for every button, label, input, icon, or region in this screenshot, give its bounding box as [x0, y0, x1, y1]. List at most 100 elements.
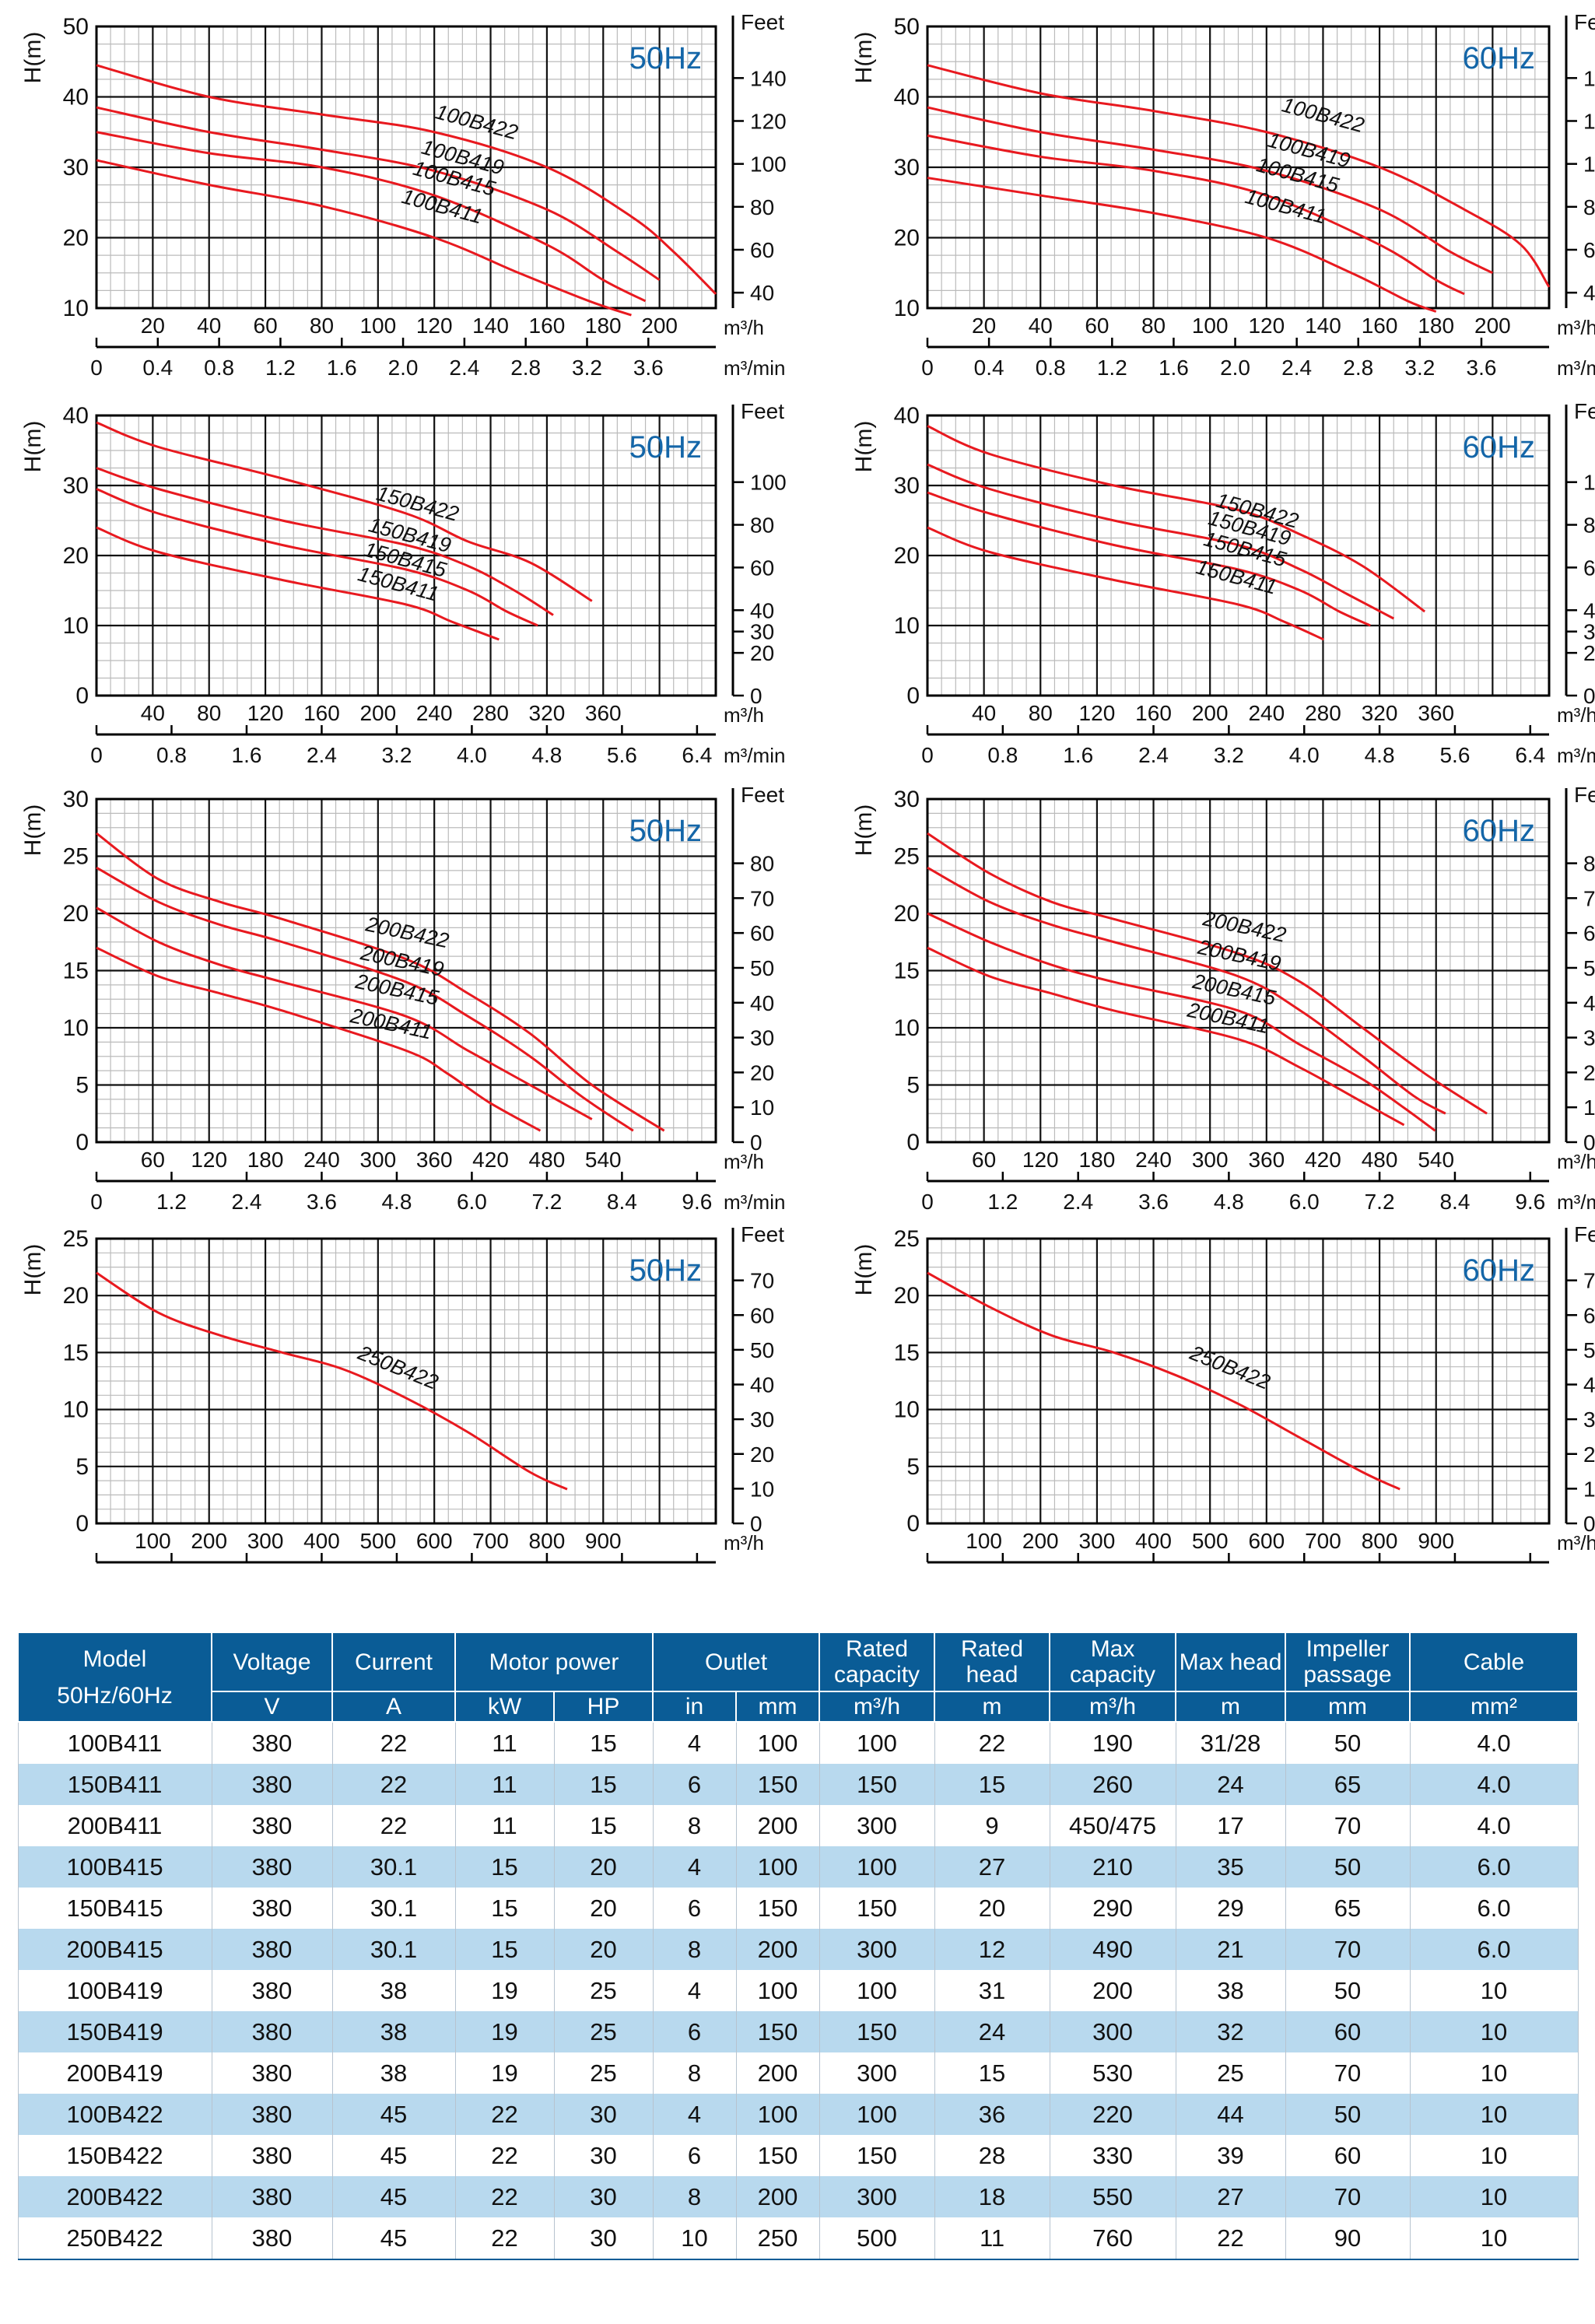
- min-tick-label: 0: [921, 743, 934, 767]
- feet-tick-label: 30: [1583, 620, 1595, 644]
- x-tick-label: 180: [1079, 1148, 1116, 1172]
- y-axis-label: H(m): [851, 421, 877, 473]
- table-cell: 8: [652, 1929, 737, 1970]
- feet-tick-label: 60: [1583, 238, 1595, 262]
- x-tick-label: 40: [1029, 314, 1053, 338]
- min-tick-label: 3.2: [1214, 743, 1244, 767]
- table-cell: 150: [819, 2011, 935, 2052]
- y-tick-label: 0: [75, 1511, 89, 1537]
- table-cell: 15: [553, 1805, 654, 1846]
- y-axis-label: H(m): [20, 421, 46, 473]
- frequency-label: 60Hz: [1463, 1253, 1535, 1288]
- min-tick-label: 1.2: [1097, 356, 1127, 380]
- flow-min-unit-label: m³/min: [1557, 744, 1595, 767]
- y-tick-label: 20: [63, 1283, 89, 1309]
- table-cell: 190: [1049, 1722, 1176, 1764]
- y-axis-label: H(m): [20, 32, 46, 84]
- table-cell: 530: [1049, 2052, 1176, 2094]
- table-cell: 11: [454, 1805, 555, 1846]
- min-tick-label: 6: [316, 1571, 328, 1572]
- curve-200B415: [927, 912, 1436, 1132]
- x-tick-label: 480: [1362, 1148, 1398, 1172]
- feet-tick-label: 140: [750, 66, 787, 90]
- min-tick-label: 0.8: [1036, 356, 1066, 380]
- table-cell: 28: [934, 2135, 1050, 2176]
- table-cell: 30.1: [331, 1929, 456, 1970]
- y-axis-label: H(m): [20, 804, 46, 857]
- table-cell: 100: [819, 1846, 935, 1888]
- x-tick-label: 120: [1079, 701, 1116, 725]
- min-tick-label: 3.6: [1138, 1190, 1169, 1214]
- min-tick-label: 8.4: [607, 1190, 637, 1214]
- unit-cell: m: [1175, 1691, 1287, 1723]
- frequency-label: 50Hz: [629, 814, 702, 848]
- curve-150B422: [927, 425, 1426, 613]
- table-cell: 150: [819, 1888, 935, 1929]
- flow-unit-label: m³/h: [1557, 1531, 1595, 1555]
- header-rated-capacity: Rated capacity: [819, 1632, 936, 1692]
- table-cell: 290: [1049, 1888, 1176, 1929]
- min-tick-label: 3.6: [1467, 356, 1497, 380]
- table-cell: 6.0: [1409, 1888, 1579, 1929]
- y-tick-label: 30: [894, 473, 920, 499]
- min-tick-label: 9.6: [682, 1190, 712, 1214]
- feet-tick-label: 60: [750, 238, 774, 262]
- feet-tick-label: 100: [1583, 152, 1595, 177]
- y-tick-label: 15: [63, 1340, 89, 1365]
- min-tick-label: 0.8: [156, 743, 187, 767]
- feet-tick-label: 120: [750, 109, 787, 133]
- min-tick-label: 0: [921, 1571, 934, 1572]
- x-tick-label: 500: [1192, 1529, 1229, 1553]
- y-tick-label: 20: [894, 226, 920, 251]
- x-tick-label: 240: [416, 701, 453, 725]
- feet-tick-label: 40: [750, 991, 774, 1015]
- spec-table-container: Model 50Hz/60Hz Voltage Current Motor po…: [17, 1632, 1579, 2260]
- table-cell: 15: [934, 2052, 1050, 2094]
- min-tick-label: 8: [391, 1571, 403, 1572]
- x-tick-label: 700: [472, 1529, 509, 1553]
- min-tick-label: 4.8: [1365, 743, 1395, 767]
- feet-axis-label: Feet: [741, 1222, 784, 1246]
- curve-100B419: [927, 106, 1494, 275]
- x-tick-label: 200: [641, 314, 678, 338]
- feet-tick-label: 70: [750, 1269, 774, 1293]
- feet-tick-label: 140: [1583, 66, 1595, 90]
- min-tick-label: 16: [685, 1571, 709, 1572]
- table-cell: 25: [1175, 2052, 1286, 2094]
- x-tick-label: 180: [247, 1148, 284, 1172]
- feet-tick-label: 30: [750, 620, 774, 644]
- x-tick-label: 120: [1248, 314, 1285, 338]
- table-cell: 30: [553, 2094, 654, 2135]
- plot-frame: [95, 25, 717, 310]
- table-cell: 44: [1175, 2094, 1286, 2135]
- table-cell: 200: [1049, 1970, 1176, 2011]
- table-cell: 6: [652, 1888, 737, 1929]
- curve-150B411: [927, 526, 1324, 641]
- table-cell: 4: [652, 1846, 737, 1888]
- table-cell: 45: [331, 2135, 456, 2176]
- table-cell: 27: [934, 1846, 1050, 1888]
- min-tick-label: 0: [921, 356, 934, 380]
- table-cell: 100: [819, 2094, 935, 2135]
- table-row: 150B411 380 22 11 15 6 150 150 15 260 24 65 4.0: [17, 1764, 1579, 1805]
- x-tick-label: 200: [359, 701, 396, 725]
- table-cell: 70: [1285, 2176, 1411, 2217]
- feet-tick-label: 20: [750, 1442, 774, 1467]
- min-tick-label: 16: [1518, 1571, 1542, 1572]
- x-tick-label: 540: [1418, 1148, 1454, 1172]
- x-tick-label: 600: [1248, 1529, 1285, 1553]
- x-tick-label: 200: [1022, 1529, 1059, 1553]
- table-cell: 380: [211, 1970, 333, 2011]
- unit-cell: V: [211, 1691, 333, 1723]
- table-cell: 100: [735, 1722, 820, 1764]
- min-tick-label: 9.6: [1515, 1190, 1545, 1214]
- y-tick-label: 10: [894, 296, 920, 321]
- x-tick-label: 360: [1418, 701, 1454, 725]
- table-cell: 22: [454, 2176, 555, 2217]
- flow-min-unit-label: m³/min: [1557, 356, 1595, 380]
- min-tick-label: 0: [921, 1190, 934, 1214]
- y-tick-label: 25: [63, 844, 89, 870]
- table-cell: 100: [819, 1722, 935, 1764]
- x-tick-label: 300: [359, 1148, 396, 1172]
- y-tick-label: 40: [63, 403, 89, 429]
